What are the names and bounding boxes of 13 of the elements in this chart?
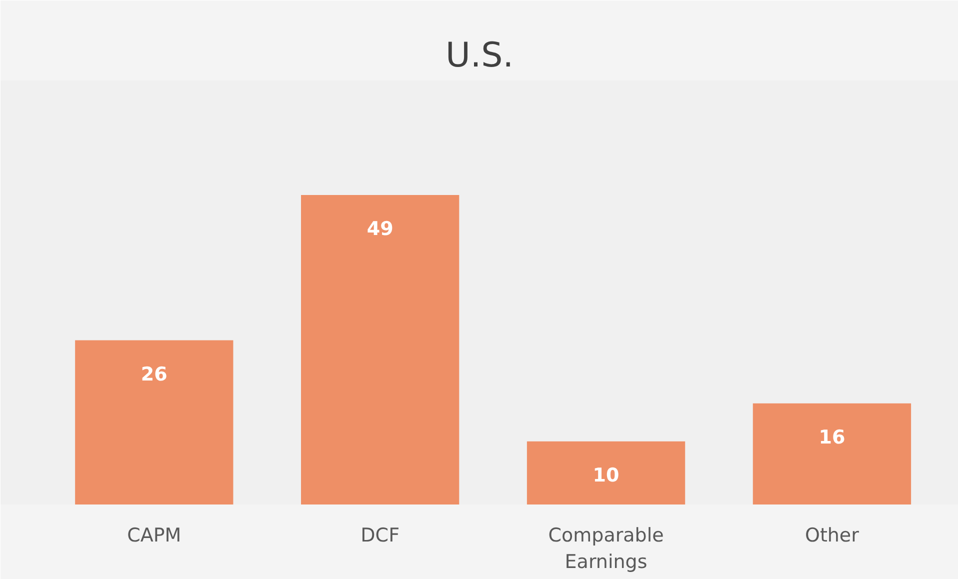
chart-title: U.S. bbox=[445, 36, 514, 76]
data-label: 16 bbox=[818, 426, 846, 448]
x-tick-label: Other bbox=[805, 524, 860, 546]
data-label: 26 bbox=[140, 363, 168, 386]
bar bbox=[75, 340, 234, 504]
bar bbox=[301, 194, 460, 504]
bar bbox=[526, 441, 686, 504]
x-tick-label: DCF bbox=[360, 524, 400, 546]
data-label: 49 bbox=[366, 218, 394, 240]
data-label: 10 bbox=[592, 464, 620, 486]
x-tick-label: Comparable Earnings bbox=[548, 524, 664, 573]
x-tick-label: CAPM bbox=[127, 524, 182, 546]
bar bbox=[752, 403, 912, 504]
